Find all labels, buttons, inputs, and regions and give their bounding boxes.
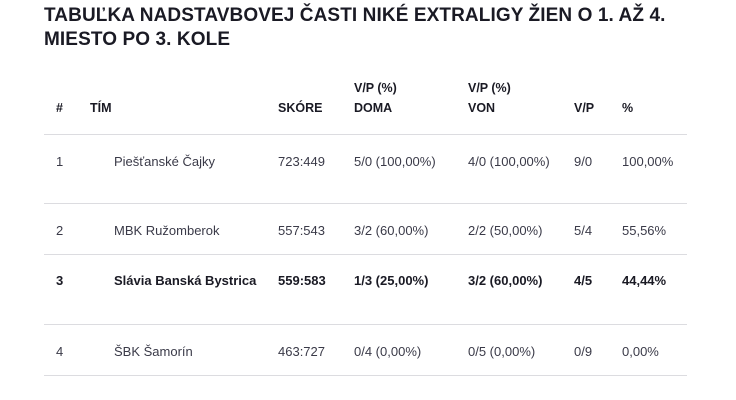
row-win-loss: 0/9 (574, 324, 622, 376)
header-home-line2: DOMA (354, 101, 393, 115)
table-row-highlighted: 3 Slávia Banská Bystrica 559:583 1/3 (25… (44, 254, 687, 325)
row-team: MBK Ružomberok (90, 203, 278, 255)
table-row: 4 ŠBK Šamorín 463:727 0/4 (0,00%) 0/5 (0… (44, 324, 687, 376)
row-home: 0/4 (0,00%) (354, 324, 468, 376)
row-home: 5/0 (100,00%) (354, 134, 468, 204)
header-away: V/P (%) VON (468, 74, 574, 135)
header-away-line2: VON (468, 101, 496, 115)
row-win-loss: 5/4 (574, 203, 622, 255)
row-team: Piešťanské Čajky (90, 134, 278, 204)
header-percentage: % (622, 74, 687, 135)
page-title: TABUĽKA NADSTAVBOVEJ ČASTI NIKÉ EXTRALIG… (44, 5, 666, 50)
header-position: # (44, 74, 90, 135)
row-percentage: 100,00% (622, 134, 687, 204)
header-score: SKÓRE (278, 74, 354, 135)
header-home-line1: V/P (%) (354, 81, 397, 95)
row-score: 723:449 (278, 134, 354, 204)
row-position: 1 (44, 134, 90, 204)
row-win-loss: 9/0 (574, 134, 622, 204)
row-win-loss: 4/5 (574, 254, 622, 325)
row-home: 3/2 (60,00%) (354, 203, 468, 255)
row-score: 463:727 (278, 324, 354, 376)
header-team: TÍM (90, 74, 278, 135)
row-percentage: 55,56% (622, 203, 687, 255)
row-percentage: 0,00% (622, 324, 687, 376)
row-position: 4 (44, 324, 90, 376)
row-away: 0/5 (0,00%) (468, 324, 574, 376)
table-header-row: # TÍM SKÓRE V/P (%) DOMA V/P (%) VON V/P… (44, 74, 687, 135)
row-team: Slávia Banská Bystrica (90, 254, 278, 325)
header-home: V/P (%) DOMA (354, 74, 468, 135)
row-team: ŠBK Šamorín (90, 324, 278, 376)
row-percentage: 44,44% (622, 254, 687, 325)
row-away: 2/2 (50,00%) (468, 203, 574, 255)
row-position: 3 (44, 254, 90, 325)
row-away: 3/2 (60,00%) (468, 254, 574, 325)
header-win-loss: V/P (574, 74, 622, 135)
row-away: 4/0 (100,00%) (468, 134, 574, 204)
row-home: 1/3 (25,00%) (354, 254, 468, 325)
row-score: 557:543 (278, 203, 354, 255)
row-position: 2 (44, 203, 90, 255)
table-row: 1 Piešťanské Čajky 723:449 5/0 (100,00%)… (44, 134, 687, 204)
table-row: 2 MBK Ružomberok 557:543 3/2 (60,00%) 2/… (44, 203, 687, 255)
standings-table: # TÍM SKÓRE V/P (%) DOMA V/P (%) VON V/P… (44, 74, 687, 376)
header-away-line1: V/P (%) (468, 81, 511, 95)
row-score: 559:583 (278, 254, 354, 325)
